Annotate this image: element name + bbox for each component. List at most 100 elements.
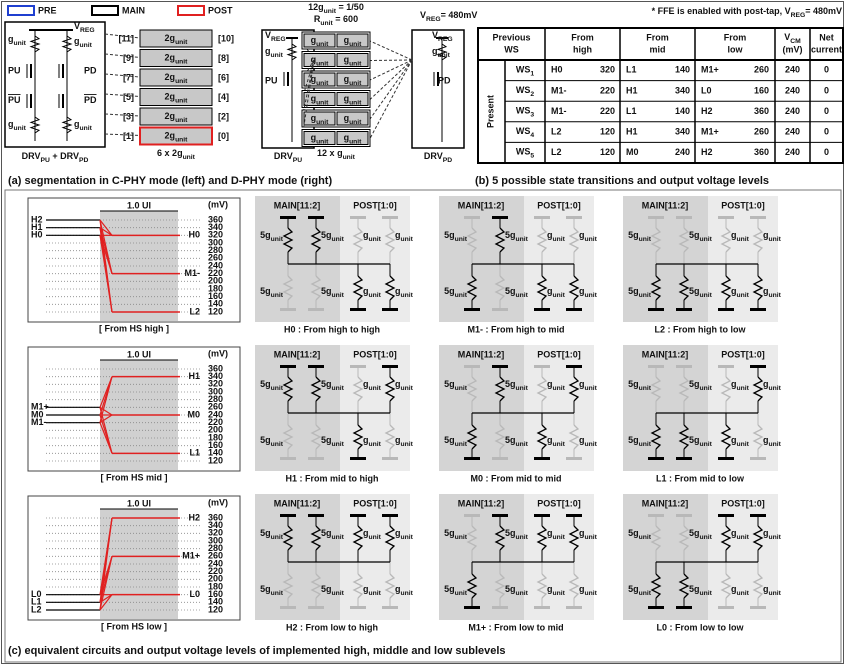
table-cell: L1 xyxy=(626,106,637,116)
table-cell: H2 xyxy=(701,106,713,116)
text-part: 12g xyxy=(308,2,324,12)
table-cell: 240 xyxy=(785,85,800,95)
text-part: 5g xyxy=(689,528,700,538)
text-part: unit xyxy=(553,236,566,243)
ground-cap xyxy=(492,308,508,311)
unit-label: (mV) xyxy=(208,348,228,358)
post-region xyxy=(340,196,410,322)
text-part: 12 x g xyxy=(317,148,343,158)
text-part: 5g xyxy=(260,379,271,389)
text-part: unit xyxy=(455,441,468,448)
text-part: 2g xyxy=(165,33,176,43)
table-cell: 220 xyxy=(600,106,615,116)
gate-label: PU xyxy=(265,75,278,85)
main-region xyxy=(439,345,524,471)
segment-index: [6] xyxy=(218,72,229,82)
ground-cap xyxy=(382,308,398,311)
plot-caption: [ From HS high ] xyxy=(99,323,169,333)
text-part: 5g xyxy=(260,584,271,594)
table-cell: 0 xyxy=(824,106,829,116)
text-part: unit xyxy=(175,39,188,46)
text-part: unit xyxy=(316,119,329,126)
text-part: 5g xyxy=(260,230,271,240)
circuit-caption: H2 : From low to high xyxy=(286,622,378,632)
gate-label: PU xyxy=(8,65,21,75)
main-header: MAIN[11:2] xyxy=(458,349,505,359)
ui-label: 1.0 UI xyxy=(127,349,151,359)
text-part: unit xyxy=(769,292,782,299)
table-cell: 240 xyxy=(785,147,800,157)
ground-cap xyxy=(750,457,766,460)
post-header: POST[1:0] xyxy=(353,498,397,508)
main-region xyxy=(623,345,708,471)
plot-caption: [ From HS mid ] xyxy=(101,472,168,482)
text-part: unit xyxy=(271,534,284,541)
text-part: 5g xyxy=(444,584,455,594)
text-part: = 1/50 xyxy=(336,2,364,12)
text-part: unit xyxy=(332,385,345,392)
circuit-caption: L0 : From low to low xyxy=(657,622,745,632)
main-region xyxy=(255,494,340,620)
table-cell: 260 xyxy=(754,65,769,75)
ground-cap xyxy=(350,457,366,460)
table-cell: 340 xyxy=(675,126,690,136)
text-part: 5g xyxy=(321,528,332,538)
text-part: unit xyxy=(737,441,750,448)
main-header: MAIN[11:2] xyxy=(642,200,689,210)
text-part: PD xyxy=(79,157,89,164)
text-part: unit xyxy=(14,40,27,47)
text-part: 5g xyxy=(444,230,455,240)
supply-cap xyxy=(676,514,692,517)
text-part: 5g xyxy=(628,286,639,296)
text-part: * FFE is enabled with post-tap, V xyxy=(652,6,791,16)
text-part: unit xyxy=(349,41,362,48)
text-part: 5g xyxy=(444,286,455,296)
text-part: unit xyxy=(369,441,382,448)
ground-cap xyxy=(648,457,664,460)
ground-cap xyxy=(566,308,582,311)
supply-cap xyxy=(350,514,366,517)
ground-cap xyxy=(534,308,550,311)
ground-cap xyxy=(676,457,692,460)
post-header: POST[1:0] xyxy=(353,349,397,359)
segment-index: [2] xyxy=(218,111,229,121)
text-part: 5g xyxy=(260,286,271,296)
text-part: 5g xyxy=(444,435,455,445)
text-part: unit xyxy=(369,534,382,541)
table-cell: 140 xyxy=(675,106,690,116)
circuit-caption: M1- : From high to mid xyxy=(468,324,565,334)
text-part: 4 xyxy=(530,132,534,139)
table-cell: 220 xyxy=(600,85,615,95)
text-part: unit xyxy=(516,590,529,597)
text-part: unit xyxy=(271,590,284,597)
text-part: 5g xyxy=(628,230,639,240)
post-header: POST[1:0] xyxy=(537,349,581,359)
text-part: 1 xyxy=(530,70,534,77)
text-part: unit xyxy=(332,292,345,299)
figure: PREMAINPOSTgunitVREGgunitPUPDPUPDgunitgu… xyxy=(0,0,846,666)
segment-index: [3] xyxy=(123,111,134,121)
table-cell: 120 xyxy=(600,147,615,157)
table-header: From xyxy=(724,32,747,42)
text-part: 5g xyxy=(321,435,332,445)
text-part: 5g xyxy=(628,584,639,594)
text-part: 5g xyxy=(505,230,516,240)
text-part: 3 xyxy=(530,111,534,118)
supply-cap xyxy=(382,514,398,517)
table-header: Previous xyxy=(492,32,530,42)
table-cell: 0 xyxy=(824,147,829,157)
text-part: unit xyxy=(271,441,284,448)
table-header: WS xyxy=(504,44,519,54)
text-part: unit xyxy=(401,590,414,597)
text-part: unit xyxy=(737,385,750,392)
text-part: unit xyxy=(700,236,713,243)
ground-cap xyxy=(718,308,734,311)
ground-cap xyxy=(350,308,366,311)
text-part: unit xyxy=(316,41,329,48)
supply-cap xyxy=(492,216,508,219)
text-part: unit xyxy=(332,534,345,541)
text-part: unit xyxy=(401,236,414,243)
text-part: unit xyxy=(585,292,598,299)
table-cell: M1- xyxy=(551,85,567,95)
circuit-caption: H1 : From mid to high xyxy=(286,473,379,483)
